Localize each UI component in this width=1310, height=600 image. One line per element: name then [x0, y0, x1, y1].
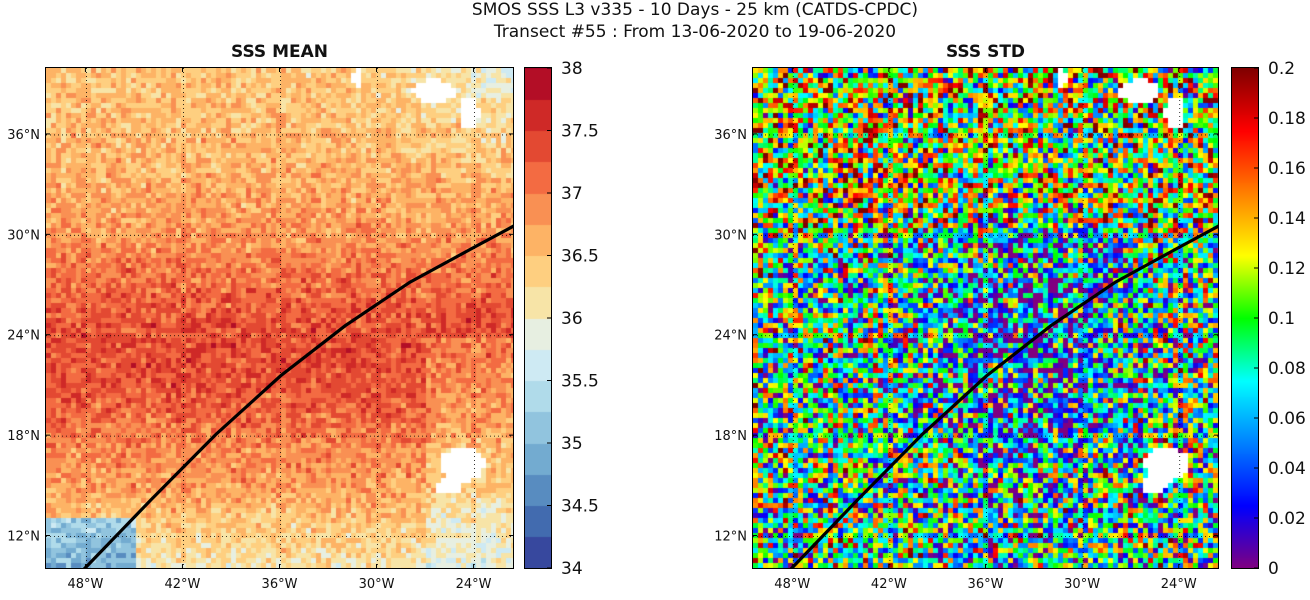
lat-tick-label: 24°N — [714, 329, 747, 344]
lon-tick-label: 24°W — [1161, 577, 1197, 592]
lon-tick-label: 30°W — [359, 577, 395, 592]
colorbar-tick-label: 0.08 — [1268, 359, 1306, 379]
transect-line — [789, 224, 1218, 568]
lon-tick-label: 42°W — [871, 577, 907, 592]
colorbar-tick-label: 0.02 — [1268, 509, 1306, 529]
colorbar-tick-label: 37.5 — [561, 122, 599, 142]
lon-tick-label: 36°W — [262, 577, 298, 592]
colorbar-tick-label: 0.2 — [1268, 59, 1295, 79]
colorbar-tick-label: 0.06 — [1268, 409, 1306, 429]
lat-tick-label: 30°N — [7, 228, 40, 243]
lat-tick-label: 36°N — [7, 128, 40, 143]
lat-tick-label: 12°N — [7, 530, 40, 545]
lon-tick-label: 48°W — [67, 577, 103, 592]
sss-std-colorbar — [1231, 67, 1259, 569]
colorbar-tick-label: 0.16 — [1268, 159, 1306, 179]
colorbar-tick-label: 0.14 — [1268, 209, 1306, 229]
sss-mean-map — [45, 67, 514, 569]
colorbar-tick-label: 34.5 — [561, 497, 599, 517]
sss-std-map — [752, 67, 1219, 569]
colorbar-tick-label: 35 — [561, 434, 583, 454]
sss-std-heatmap — [753, 68, 1218, 568]
lon-tick-label: 30°W — [1064, 577, 1100, 592]
sss-mean-overlay — [46, 68, 513, 568]
colorbar-tick-label: 36.5 — [561, 247, 599, 267]
lat-tick-label: 12°N — [714, 530, 747, 545]
colorbar-tick-label: 38 — [561, 59, 583, 79]
colorbar-tick-label: 37 — [561, 184, 583, 204]
mean-panel-title: SSS MEAN — [230, 42, 329, 62]
sss-std-overlay — [753, 68, 1218, 568]
lat-tick-label: 30°N — [714, 228, 747, 243]
colorbar-tick-label: 36 — [561, 309, 583, 329]
lon-tick-label: 36°W — [968, 577, 1004, 592]
colorbar-tick-label: 35.5 — [561, 372, 599, 392]
std-panel-title: SSS STD — [945, 42, 1026, 62]
lat-tick-label: 36°N — [714, 128, 747, 143]
sss-std-colorbar-fill — [1232, 68, 1258, 568]
colorbar-tick-label: 34 — [561, 559, 583, 579]
figure-subtitle: Transect #55 : From 13-06-2020 to 19-06-… — [493, 22, 897, 42]
transect-line — [82, 224, 513, 568]
lat-tick-label: 18°N — [714, 429, 747, 444]
colorbar-tick-label: 0.1 — [1268, 309, 1295, 329]
figure-title: SMOS SSS L3 v335 - 10 Days - 25 km (CATD… — [471, 0, 919, 20]
lon-tick-label: 24°W — [456, 577, 492, 592]
colorbar-tick-label: 0 — [1268, 559, 1279, 579]
sss-mean-colorbar — [524, 67, 552, 569]
sss-mean-colorbar-fill — [525, 68, 551, 568]
lon-tick-label: 48°W — [774, 577, 810, 592]
sss-mean-heatmap — [46, 68, 513, 568]
colorbar-tick-label: 0.12 — [1268, 259, 1306, 279]
colorbar-tick-label: 0.18 — [1268, 109, 1306, 129]
lon-tick-label: 42°W — [165, 577, 201, 592]
colorbar-tick-label: 0.04 — [1268, 459, 1306, 479]
lat-tick-label: 24°N — [7, 329, 40, 344]
lat-tick-label: 18°N — [7, 429, 40, 444]
